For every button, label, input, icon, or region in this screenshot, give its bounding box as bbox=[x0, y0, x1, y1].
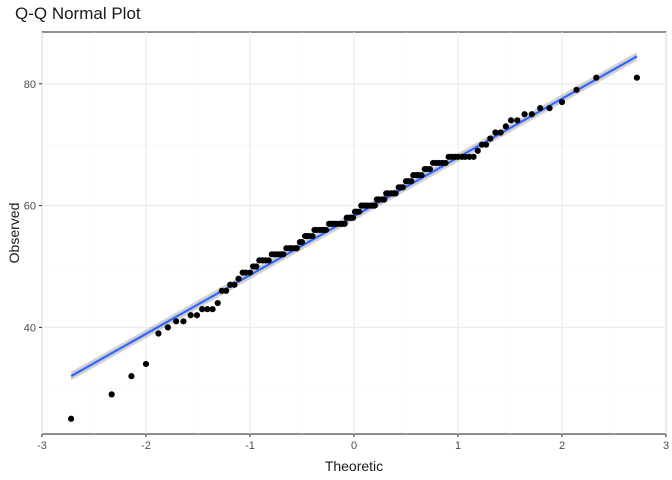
data-point bbox=[235, 275, 242, 282]
data-point bbox=[173, 318, 180, 325]
data-point bbox=[418, 172, 425, 179]
data-point bbox=[128, 373, 135, 380]
data-point bbox=[381, 196, 388, 203]
data-point bbox=[502, 123, 509, 130]
data-point bbox=[546, 105, 553, 112]
data-point bbox=[497, 129, 504, 136]
data-point bbox=[528, 111, 535, 118]
x-tick-label: -1 bbox=[245, 440, 255, 452]
axes: -3 -2 -1 0 1 2 3 40 60 80 bbox=[24, 79, 669, 452]
data-point bbox=[204, 306, 211, 313]
data-point bbox=[356, 208, 363, 215]
points-layer bbox=[68, 74, 640, 422]
data-point bbox=[164, 324, 171, 331]
chart-title: Q-Q Normal Plot bbox=[15, 4, 141, 23]
data-point bbox=[180, 318, 187, 325]
data-point bbox=[593, 74, 600, 81]
data-point bbox=[442, 159, 449, 167]
data-point bbox=[246, 269, 254, 276]
data-point bbox=[474, 147, 481, 154]
data-point bbox=[265, 257, 272, 264]
data-point bbox=[426, 165, 434, 173]
data-point bbox=[537, 105, 544, 112]
data-point bbox=[573, 86, 580, 93]
data-point bbox=[298, 239, 306, 246]
data-point bbox=[293, 245, 300, 252]
y-tick-label: 40 bbox=[24, 322, 36, 334]
data-point bbox=[487, 135, 494, 142]
data-point bbox=[309, 232, 316, 240]
data-point bbox=[155, 330, 162, 337]
data-point bbox=[68, 415, 75, 422]
data-point bbox=[507, 117, 515, 124]
x-tick-label: 2 bbox=[559, 440, 565, 452]
data-point bbox=[470, 153, 477, 160]
data-point bbox=[280, 251, 287, 258]
data-point bbox=[521, 111, 528, 118]
data-point bbox=[222, 287, 230, 294]
x-tick-label: -2 bbox=[141, 440, 151, 452]
x-tick-label: 3 bbox=[663, 440, 669, 452]
data-point bbox=[349, 214, 357, 221]
x-axis-title: Theoretic bbox=[325, 458, 383, 474]
data-point bbox=[492, 129, 499, 136]
data-point bbox=[193, 312, 201, 319]
data-point bbox=[108, 391, 115, 398]
data-point bbox=[482, 141, 490, 148]
data-point bbox=[633, 74, 640, 81]
y-tick-label: 80 bbox=[24, 79, 36, 91]
y-tick-label: 60 bbox=[24, 201, 36, 213]
data-point bbox=[371, 202, 378, 209]
x-tick-label: 0 bbox=[351, 440, 357, 452]
data-point bbox=[399, 184, 406, 191]
data-point bbox=[558, 98, 566, 106]
data-point bbox=[408, 178, 415, 185]
data-point bbox=[514, 117, 521, 124]
data-point bbox=[214, 299, 221, 307]
data-point bbox=[392, 190, 399, 197]
y-axis-title: Observed bbox=[6, 203, 22, 264]
data-point bbox=[231, 281, 238, 288]
data-point bbox=[341, 220, 348, 227]
data-point bbox=[322, 226, 330, 234]
data-point bbox=[187, 312, 194, 319]
data-point bbox=[142, 360, 150, 368]
data-point bbox=[209, 306, 216, 313]
data-point bbox=[253, 263, 260, 270]
data-point bbox=[199, 306, 206, 313]
x-tick-label: -3 bbox=[37, 440, 47, 452]
x-tick-label: 1 bbox=[455, 440, 461, 452]
